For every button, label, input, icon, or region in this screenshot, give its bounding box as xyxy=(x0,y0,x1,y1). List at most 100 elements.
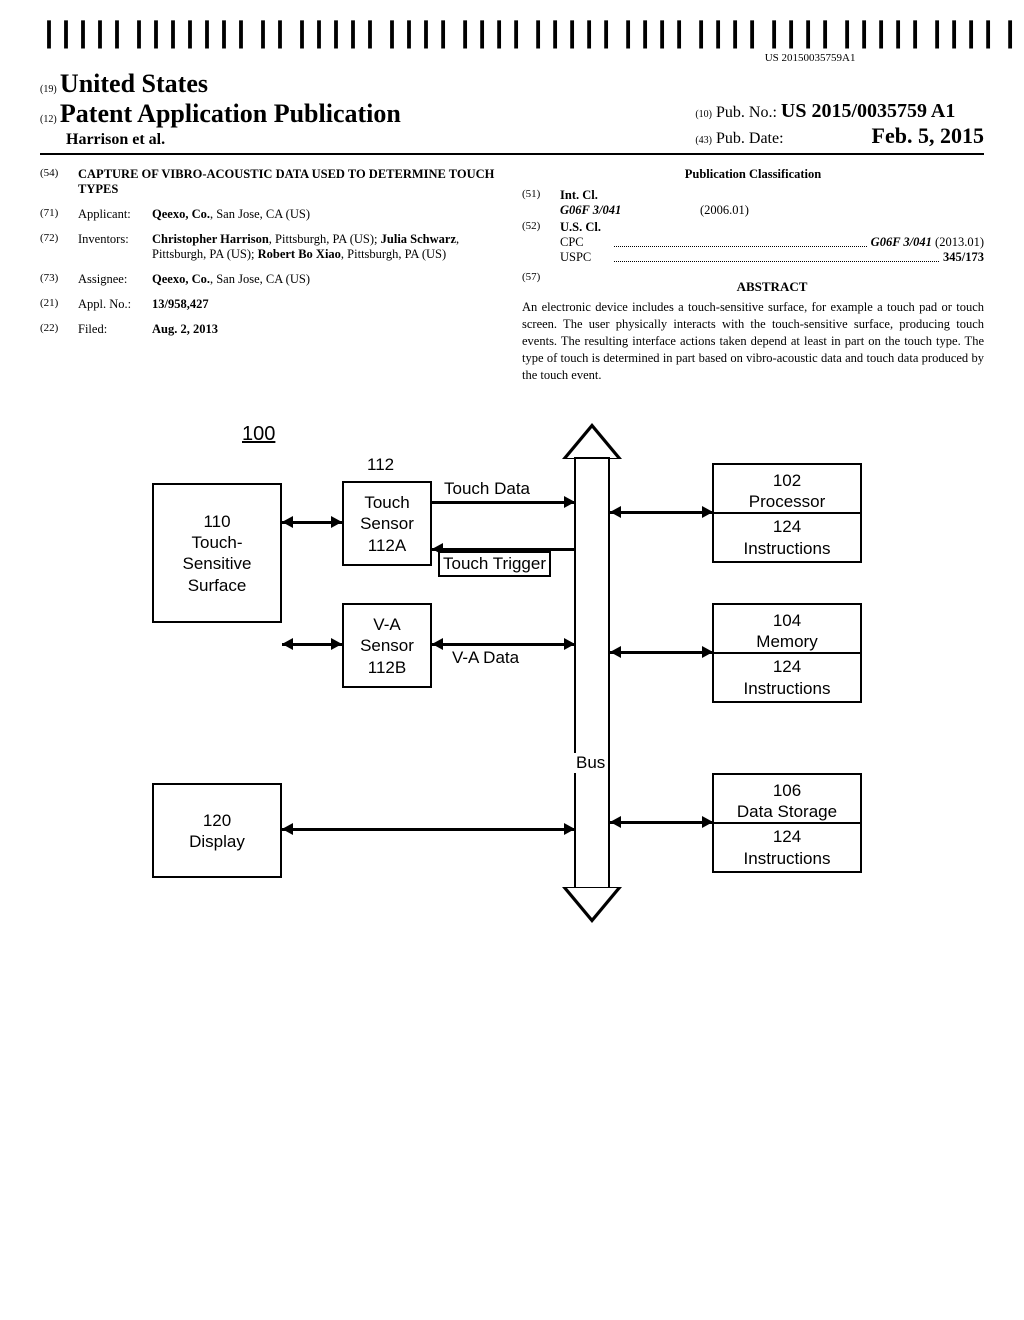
country: United States xyxy=(60,69,208,98)
arrow-icon xyxy=(610,506,621,518)
assignee-value: Qeexo, Co., San Jose, CA (US) xyxy=(152,272,502,287)
assignee-label: Assignee: xyxy=(78,272,152,287)
figure-region: 100 110 Touch- Sensitive Surface 112 Tou… xyxy=(40,423,984,943)
box-processor: 102 Processor 124 Instructions xyxy=(712,463,862,563)
proc-sub-line: Instructions xyxy=(714,538,860,559)
arrow-icon xyxy=(610,646,621,658)
inventors-code: (72) xyxy=(40,232,78,262)
label-touch-trigger: Touch Trigger xyxy=(438,551,551,577)
ts-l2: Sensor xyxy=(360,513,414,534)
pub-code: (12) xyxy=(40,114,57,125)
arrow-icon xyxy=(610,816,621,828)
cpc-label: CPC xyxy=(560,235,610,250)
surface-l3: Surface xyxy=(188,575,247,596)
arrow-icon xyxy=(432,638,443,650)
barcode-bars: ||||| ||||||| || ||||| |||| |||| ||||| |… xyxy=(40,20,1024,50)
conn-display xyxy=(282,828,574,831)
uspc-value: 345/173 xyxy=(943,250,984,265)
sensor-group-num: 112 xyxy=(367,455,394,475)
ts-l1: Touch xyxy=(364,492,409,513)
intcl-code: (51) xyxy=(522,188,560,218)
header-right: (10) Pub. No.: US 2015/0035759 A1 (43) P… xyxy=(695,100,984,149)
barcode-region: ||||| ||||||| || ||||| |||| |||| ||||| |… xyxy=(40,20,984,65)
diagram-ref: 100 xyxy=(242,423,275,446)
intcl-body: Int. Cl. G06F 3/041 (2006.01) xyxy=(560,188,984,218)
pubdate: Feb. 5, 2015 xyxy=(872,123,984,148)
surface-l2: Sensitive xyxy=(183,553,252,574)
display-num: 120 xyxy=(203,810,231,831)
arrow-icon xyxy=(702,646,713,658)
country-line: (19) United States xyxy=(40,69,401,99)
box-touch-sensor: Touch Sensor 112A xyxy=(342,481,432,566)
filed-value: Aug. 2, 2013 xyxy=(152,322,502,337)
arrow-icon xyxy=(282,516,293,528)
va-l3: 112B xyxy=(368,657,406,678)
label-va-data: V-A Data xyxy=(452,648,519,668)
cpc-date: (2013.01) xyxy=(935,235,984,249)
arrow-icon xyxy=(564,823,575,835)
arrow-icon xyxy=(702,506,713,518)
surface-l1: Touch- xyxy=(191,532,242,553)
proc-sub-num: 124 xyxy=(714,516,860,537)
applicant-code: (71) xyxy=(40,207,78,222)
applicant-name: Qeexo, Co. xyxy=(152,207,210,221)
mem-sub-num: 124 xyxy=(714,656,860,677)
pubdate-label: Pub. Date: xyxy=(716,130,784,147)
conn-stor xyxy=(610,821,712,824)
conn-proc xyxy=(610,511,712,514)
arrow-icon xyxy=(564,638,575,650)
country-code: (19) xyxy=(40,84,57,95)
bus-label: Bus xyxy=(574,753,607,773)
display-line: Display xyxy=(189,831,245,852)
barcode: ||||| ||||||| || ||||| |||| |||| ||||| |… xyxy=(40,20,1024,64)
stor-sub-line: Instructions xyxy=(714,848,860,869)
applno-num: 13/958,427 xyxy=(152,297,209,311)
uspc-line: USPC 345/173 xyxy=(560,250,984,265)
va-l2: Sensor xyxy=(360,635,414,656)
uscl-body: U.S. Cl. CPC G06F 3/041 (2013.01) USPC 3… xyxy=(560,220,984,265)
pubno: US 2015/0035759 A1 xyxy=(781,100,955,122)
va-l1: V-A xyxy=(373,614,400,635)
arrow-icon xyxy=(282,823,293,835)
pub-no-line: (10) Pub. No.: US 2015/0035759 A1 xyxy=(695,100,984,123)
arrow-icon xyxy=(331,638,342,650)
uscl-code: (52) xyxy=(522,220,560,265)
proc-inner: 124 Instructions xyxy=(714,512,860,561)
abstract-code: (57) xyxy=(522,271,560,299)
left-column: (54) CAPTURE OF VIBRO-ACOUSTIC DATA USED… xyxy=(40,167,502,383)
pub-type-line: (12) Patent Application Publication xyxy=(40,99,401,129)
applicant-entry: (71) Applicant: Qeexo, Co., San Jose, CA… xyxy=(40,207,502,222)
pub-date-line: (43) Pub. Date: Feb. 5, 2015 xyxy=(695,123,984,149)
uspc-label: USPC xyxy=(560,250,610,265)
assignee-entry: (73) Assignee: Qeexo, Co., San Jose, CA … xyxy=(40,272,502,287)
arrow-icon xyxy=(331,516,342,528)
filed-label: Filed: xyxy=(78,322,152,337)
cpc-line: CPC G06F 3/041 (2013.01) xyxy=(560,235,984,250)
block-diagram: 100 110 Touch- Sensitive Surface 112 Tou… xyxy=(132,423,892,943)
filed-date: Aug. 2, 2013 xyxy=(152,322,218,336)
conn-touchdata xyxy=(432,501,574,504)
inventors-value: Christopher Harrison, Pittsburgh, PA (US… xyxy=(152,232,502,262)
box-touch-surface: 110 Touch- Sensitive Surface xyxy=(152,483,282,623)
intcl-date: (2006.01) xyxy=(700,203,749,218)
box-va-sensor: V-A Sensor 112B xyxy=(342,603,432,688)
invention-title: CAPTURE OF VIBRO-ACOUSTIC DATA USED TO D… xyxy=(78,167,502,197)
stor-num: 106 xyxy=(773,780,801,801)
stor-line: Data Storage xyxy=(737,801,837,822)
cpc-value: G06F 3/041 (2013.01) xyxy=(871,235,984,250)
intcl-class: G06F 3/041 xyxy=(560,203,700,218)
proc-line: Processor xyxy=(749,491,826,512)
cpc-class: G06F 3/041 xyxy=(871,235,932,249)
inventors-entry: (72) Inventors: Christopher Harrison, Pi… xyxy=(40,232,502,262)
conn-mem xyxy=(610,651,712,654)
title-code: (54) xyxy=(40,167,78,197)
intcl-label: Int. Cl. xyxy=(560,188,598,202)
barcode-number: US 20150035759A1 xyxy=(40,52,1024,64)
uscl-entry: (52) U.S. Cl. CPC G06F 3/041 (2013.01) U… xyxy=(522,220,984,265)
label-touch-data: Touch Data xyxy=(444,479,530,499)
applno-entry: (21) Appl. No.: 13/958,427 xyxy=(40,297,502,312)
dots-icon xyxy=(614,250,939,262)
mem-sub-line: Instructions xyxy=(714,678,860,699)
applno-label: Appl. No.: xyxy=(78,297,152,312)
arrow-icon xyxy=(564,496,575,508)
